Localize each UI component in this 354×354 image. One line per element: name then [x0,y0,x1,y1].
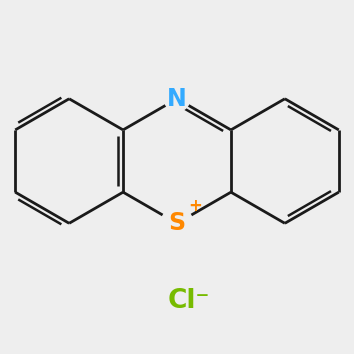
Circle shape [161,207,193,239]
Text: Cl⁻: Cl⁻ [168,288,210,314]
Text: S: S [169,211,185,235]
Text: +: + [188,197,202,215]
Circle shape [164,86,190,112]
Text: N: N [167,87,187,111]
